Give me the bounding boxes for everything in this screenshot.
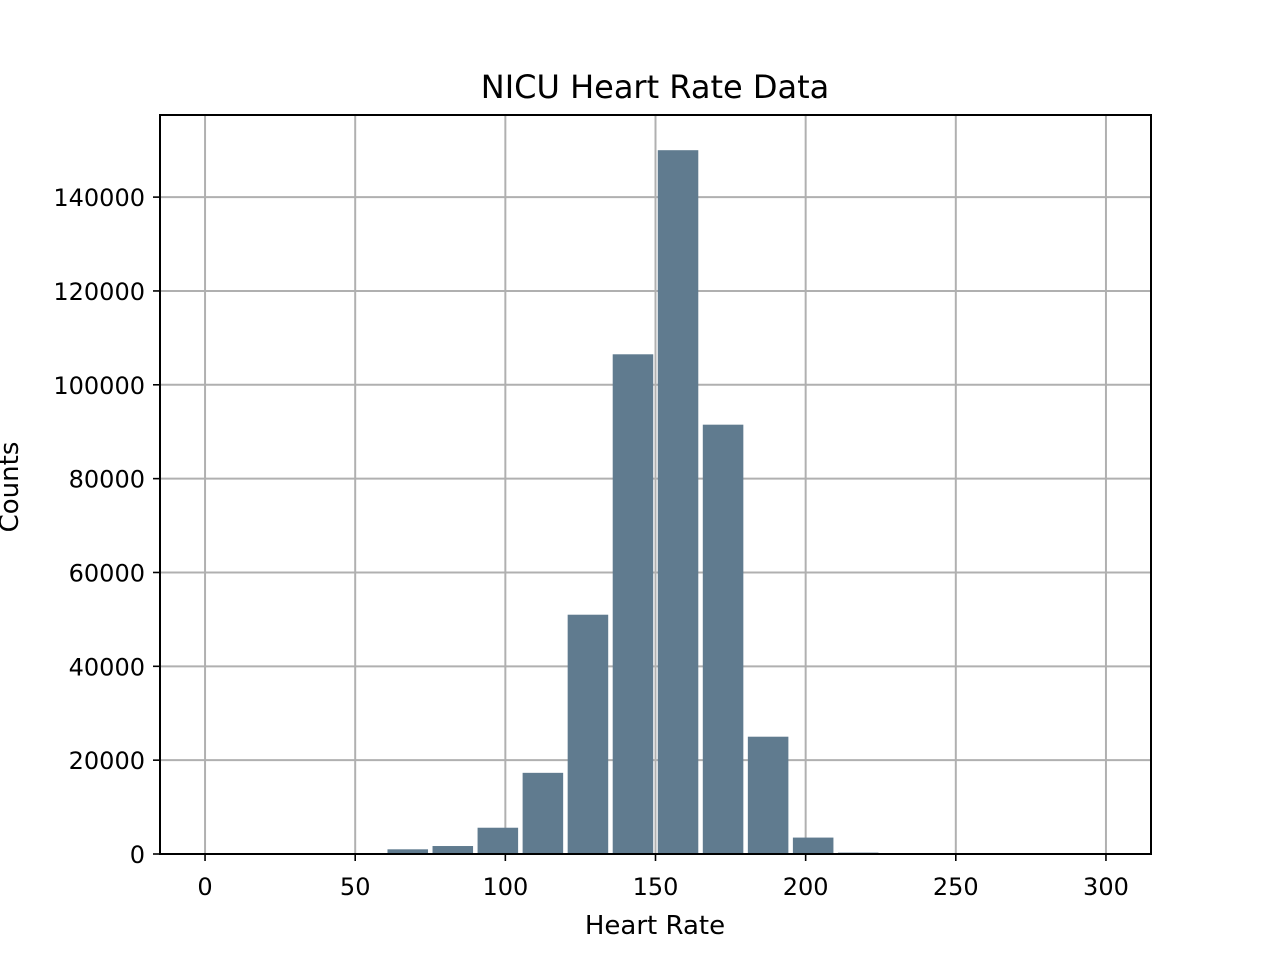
histogram-bar: [387, 849, 429, 854]
histogram-bar: [432, 846, 474, 854]
histogram-bar: [477, 827, 519, 854]
x-tick-label: 150: [633, 873, 679, 901]
grid-layer: [160, 115, 1151, 855]
histogram-bar: [702, 424, 744, 854]
x-tick-label: 250: [933, 873, 979, 901]
x-tick-label: 0: [197, 873, 212, 901]
y-tick-label: 20000: [69, 747, 145, 775]
y-tick-label: 100000: [53, 372, 145, 400]
y-tick-label: 80000: [69, 466, 145, 494]
bars-layer: [387, 150, 879, 854]
y-tick-label: 140000: [53, 184, 145, 212]
histogram-bar: [792, 837, 834, 854]
y-tick-label: 40000: [69, 653, 145, 681]
histogram-bar: [657, 150, 699, 854]
histogram-bar: [612, 354, 654, 854]
y-axis-label: Counts: [0, 442, 25, 533]
y-tick-label: 0: [130, 841, 145, 869]
histogram-bar: [567, 614, 609, 854]
x-tick-label: 300: [1083, 873, 1129, 901]
x-tick-label: 100: [482, 873, 528, 901]
histogram-bar: [522, 772, 564, 854]
ticks-layer: 0 50 100 150 200 250 300 0 20000 40000 60000 80000 1…: [53, 184, 1128, 901]
histogram-bar: [747, 736, 789, 854]
y-tick-label: 120000: [53, 278, 145, 306]
x-tick-label: 200: [783, 873, 829, 901]
x-axis-label: Heart Rate: [585, 911, 725, 941]
y-tick-label: 60000: [69, 559, 145, 587]
chart-title: NICU Heart Rate Data: [481, 68, 830, 106]
x-tick-label: 50: [340, 873, 371, 901]
